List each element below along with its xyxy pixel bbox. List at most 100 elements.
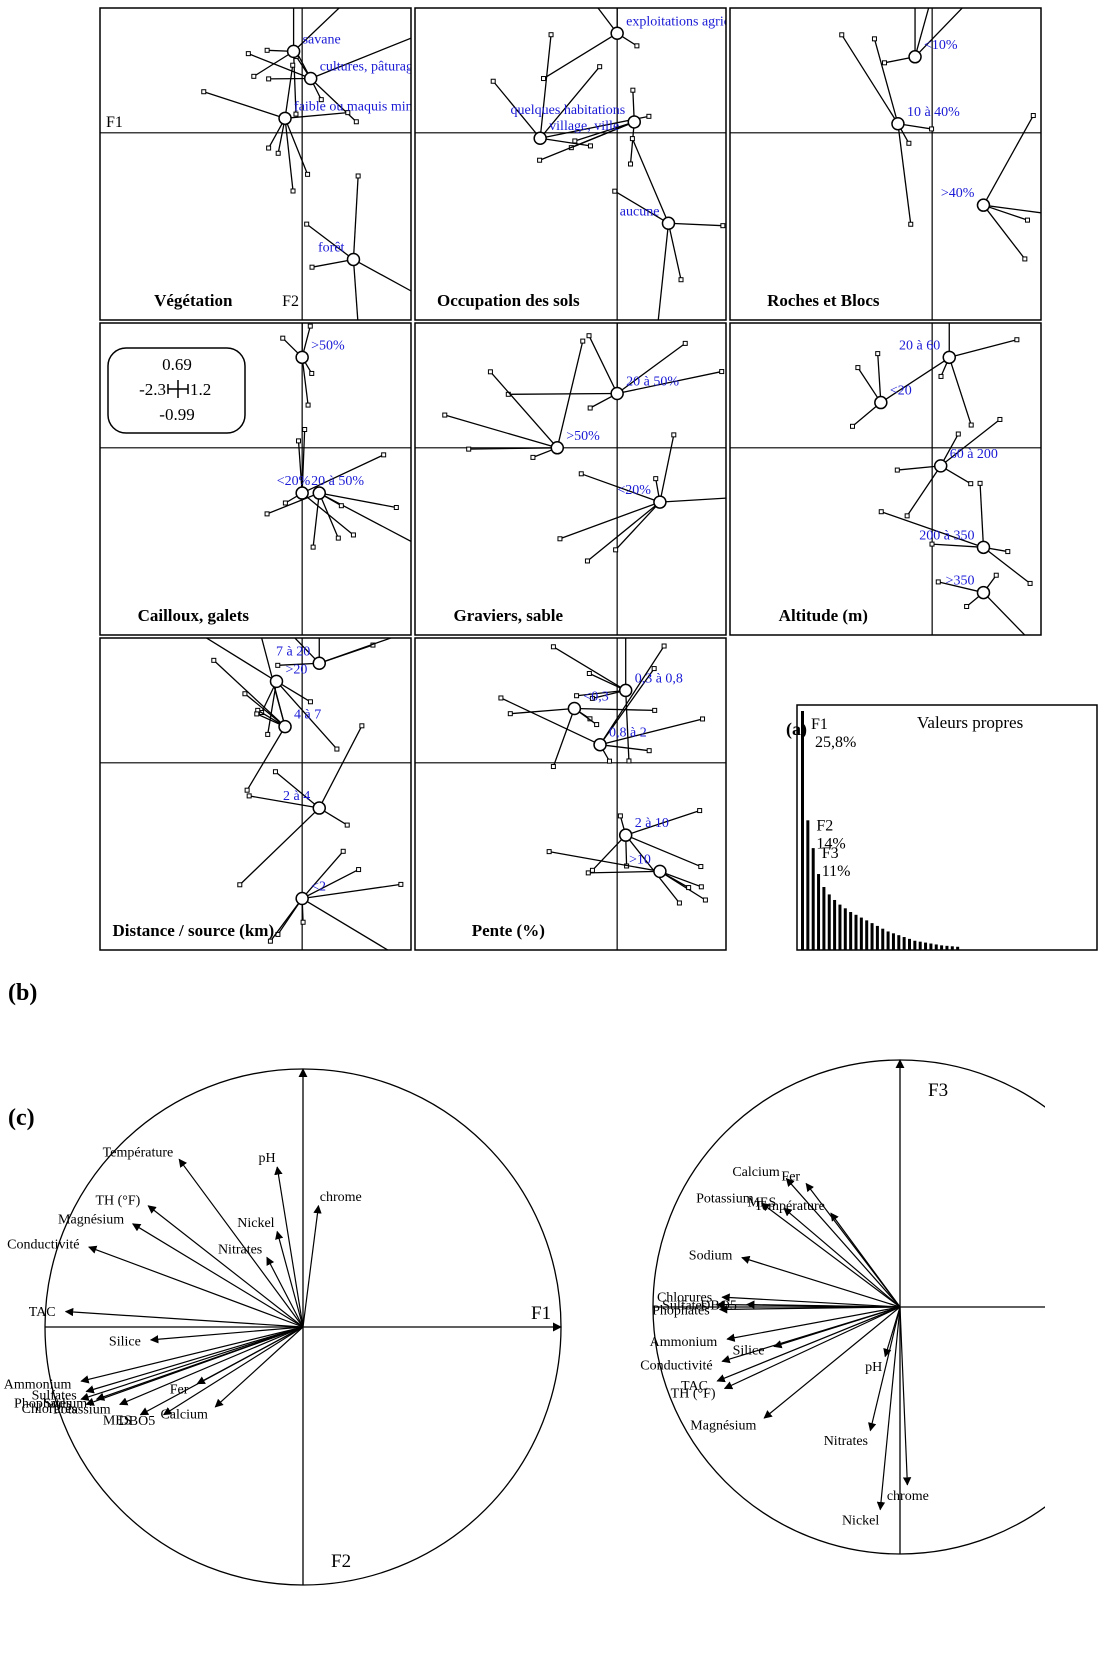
site-point bbox=[617, 813, 623, 819]
site-link bbox=[319, 638, 393, 664]
site-point bbox=[850, 423, 856, 429]
site-point bbox=[594, 722, 600, 728]
eigen-bar bbox=[838, 904, 842, 950]
site-link bbox=[841, 34, 899, 125]
site-point bbox=[334, 746, 340, 752]
variable-label-phophates: Phophates bbox=[652, 1304, 710, 1319]
site-point bbox=[977, 480, 983, 486]
site-point bbox=[676, 900, 682, 906]
site-point bbox=[359, 723, 365, 729]
eigen-bar bbox=[956, 946, 960, 950]
eigen-bar bbox=[865, 920, 869, 950]
site-point bbox=[628, 161, 634, 167]
variable-label-fer: Fer bbox=[170, 1382, 189, 1397]
site-link bbox=[667, 223, 682, 280]
eigen-bar bbox=[940, 945, 944, 950]
loading-arrow-ph bbox=[274, 1166, 304, 1328]
site-link bbox=[284, 65, 294, 119]
site-point bbox=[742, 495, 746, 499]
site-point bbox=[304, 221, 310, 227]
site-point bbox=[340, 848, 346, 854]
panel-title-pente: Pente (%) bbox=[472, 921, 545, 940]
variable-label-dbo5: DBO5 bbox=[700, 1298, 737, 1313]
loading-arrow-ammonium bbox=[80, 1326, 304, 1384]
category-label-20: <20 bbox=[890, 384, 912, 399]
site-link bbox=[301, 850, 344, 899]
scale-right: 1.2 bbox=[190, 380, 211, 399]
variable-label-th-f: TH (°F) bbox=[95, 1194, 140, 1209]
variable-label-calcium: Calcium bbox=[732, 1165, 780, 1180]
site-point bbox=[498, 695, 504, 701]
eigen-bar bbox=[811, 848, 815, 950]
category-label-350: >350 bbox=[946, 574, 975, 589]
site-point bbox=[968, 481, 974, 487]
site-link bbox=[599, 668, 655, 746]
centroid-exploitations-agricoles bbox=[610, 26, 624, 41]
category-label-village-ville: village, ville bbox=[549, 119, 619, 134]
category-label-10-a-40: 10 à 40% bbox=[907, 105, 960, 120]
scale-left: -2.3 bbox=[139, 380, 166, 399]
site-link bbox=[260, 638, 286, 727]
site-point bbox=[393, 504, 399, 510]
site-link bbox=[276, 680, 338, 750]
site-point bbox=[700, 716, 706, 722]
site-point bbox=[1022, 256, 1028, 262]
site-point bbox=[904, 513, 910, 519]
category-label-20-a-50: 20 à 50% bbox=[311, 474, 364, 489]
site-link bbox=[559, 501, 661, 540]
site-link bbox=[294, 638, 320, 664]
site-link bbox=[591, 834, 627, 871]
site-point bbox=[906, 140, 912, 146]
site-point bbox=[541, 76, 547, 82]
site-point bbox=[702, 897, 708, 903]
site-link bbox=[269, 898, 303, 942]
site-point bbox=[201, 89, 207, 95]
site-link bbox=[508, 392, 618, 395]
axis-label-f1: F1 bbox=[531, 1303, 551, 1324]
variable-label-fer: Fer bbox=[781, 1170, 800, 1185]
site-point bbox=[935, 579, 941, 585]
site-link bbox=[982, 592, 1026, 635]
loading-arrow-conductivite bbox=[88, 1245, 304, 1328]
centroid-50 bbox=[295, 350, 309, 365]
site-link bbox=[931, 543, 984, 548]
site-link bbox=[914, 8, 930, 57]
site-link bbox=[311, 258, 354, 268]
site-point bbox=[275, 150, 281, 156]
loading-arrow-tac bbox=[64, 1307, 304, 1328]
site-link bbox=[248, 53, 311, 80]
centroid-50 bbox=[550, 441, 565, 455]
site-point bbox=[955, 431, 961, 437]
eigen-title: Valeurs propres bbox=[917, 713, 1023, 732]
variable-label-ph: pH bbox=[258, 1151, 275, 1166]
variable-label-phophates: Phophates bbox=[14, 1396, 72, 1411]
site-link bbox=[906, 465, 942, 517]
axis-label-f2: F2 bbox=[282, 293, 299, 310]
site-point bbox=[309, 370, 315, 376]
site-point bbox=[338, 503, 344, 509]
site-point bbox=[606, 758, 612, 764]
correlation-circle-1: F1 F2 Température pH chrome TH (°F) Nickel Magn… bbox=[4, 1068, 562, 1586]
centroid-2-a-4 bbox=[312, 801, 327, 815]
category-label-2-a-10: 2 à 10 bbox=[635, 816, 669, 831]
site-link bbox=[597, 8, 618, 34]
site-link bbox=[302, 883, 401, 900]
site-point bbox=[671, 432, 677, 438]
loading-arrow-tac bbox=[716, 1306, 901, 1383]
site-link bbox=[297, 440, 303, 494]
loading-arrow-phophates bbox=[718, 1305, 901, 1314]
site-point bbox=[267, 938, 273, 944]
factor-map-altitude-m: 20 à 60 <20 60 à 200 200 à 350 >350 Altitude … bbox=[729, 322, 1042, 636]
loading-arrow-nitrates bbox=[868, 1306, 901, 1432]
category-label-20: <20% bbox=[617, 483, 651, 498]
site-link bbox=[306, 223, 354, 260]
variable-label-mes: MES bbox=[747, 1196, 776, 1211]
variable-label-nickel: Nickel bbox=[237, 1216, 274, 1231]
site-point bbox=[416, 34, 420, 38]
eigen-bar bbox=[945, 945, 949, 950]
site-point bbox=[266, 145, 272, 151]
variable-label-temperature: Température bbox=[754, 1199, 825, 1214]
site-link bbox=[284, 118, 294, 192]
site-point bbox=[997, 416, 1003, 422]
